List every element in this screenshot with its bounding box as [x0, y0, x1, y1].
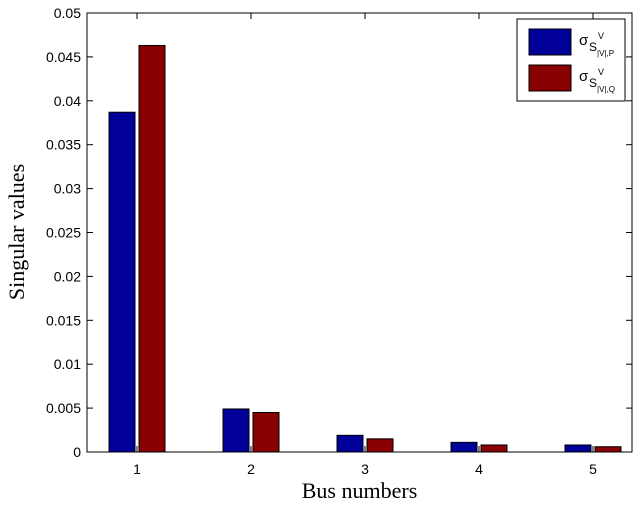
legend-subsub: |V|,Q [597, 85, 615, 94]
y-tick-label: 0.015 [46, 312, 81, 328]
legend-sub: S [589, 76, 597, 90]
legend-sup: V [598, 67, 604, 77]
y-tick-label: 0.045 [46, 49, 81, 65]
x-tick-label: 1 [133, 461, 141, 477]
legend-sub: S [589, 40, 597, 54]
bar-series2-bus1 [138, 44, 166, 453]
x-tick-label: 5 [589, 461, 597, 477]
bar-series1-bus2 [222, 408, 250, 453]
y-tick-label: 0.025 [46, 225, 81, 241]
x-axis: 1 2 3 4 5 [133, 13, 597, 477]
y-axis-label: Singular values [4, 164, 29, 300]
y-tick-label: 0.02 [54, 268, 81, 284]
x-tick-label: 4 [475, 461, 483, 477]
x-tick-label: 2 [247, 461, 255, 477]
legend-sup: V [598, 31, 604, 41]
y-tick-label: 0.005 [46, 400, 81, 416]
x-axis-label: Bus numbers [302, 478, 418, 503]
legend-sigma: σ [579, 68, 589, 85]
y-axis: 0 0.005 0.01 0.015 0.02 0.025 0.03 0.035 0.04 0.0… [46, 5, 632, 460]
y-tick-label: 0.035 [46, 137, 81, 153]
bar-series1-bus1 [108, 111, 136, 453]
bar-series2-bus5 [594, 446, 622, 453]
y-tick-label: 0.04 [54, 93, 81, 109]
bar-series2-bus2 [252, 411, 280, 453]
y-tick-label: 0.05 [54, 5, 81, 21]
legend-subsub: |V|,P [597, 49, 614, 58]
legend: σ SV|V|,Pσ SV|V|,Q [516, 18, 626, 102]
bars-layer [108, 44, 622, 453]
y-tick-label: 0.03 [54, 181, 81, 197]
legend-swatch-series1 [528, 28, 572, 56]
bar-series2-bus4 [480, 444, 508, 453]
x-tick-label: 3 [361, 461, 369, 477]
legend-swatch-series2 [528, 64, 572, 92]
bar-series2-bus3 [366, 438, 394, 453]
bar-series1-bus4 [450, 441, 478, 453]
legend-sigma: σ [579, 32, 589, 49]
bar-series1-bus3 [336, 434, 364, 453]
y-tick-label: 0 [73, 444, 81, 460]
bar-series1-bus5 [564, 444, 592, 453]
y-tick-label: 0.01 [54, 356, 81, 372]
